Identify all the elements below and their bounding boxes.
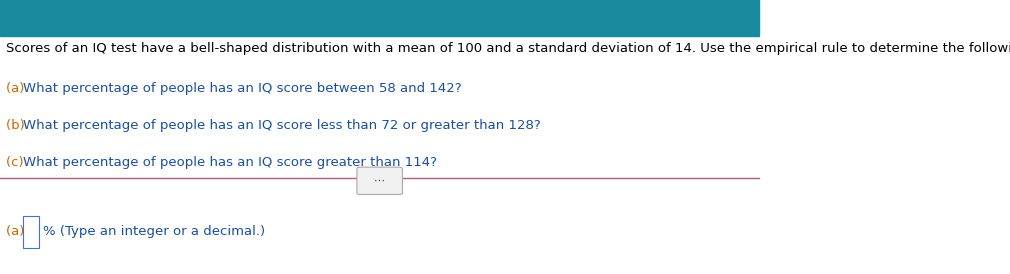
FancyBboxPatch shape xyxy=(23,216,39,248)
Text: (b): (b) xyxy=(6,119,29,132)
Text: What percentage of people has an IQ score greater than 114?: What percentage of people has an IQ scor… xyxy=(23,156,436,169)
Text: (a): (a) xyxy=(6,82,28,95)
Text: Scores of an IQ test have a bell-shaped distribution with a mean of 100 and a st: Scores of an IQ test have a bell-shaped … xyxy=(6,42,1010,55)
Text: (a): (a) xyxy=(6,225,28,238)
FancyBboxPatch shape xyxy=(357,167,402,195)
Text: What percentage of people has an IQ score between 58 and 142?: What percentage of people has an IQ scor… xyxy=(23,82,462,95)
Text: ⋯: ⋯ xyxy=(374,176,385,186)
Text: (c): (c) xyxy=(6,156,28,169)
Text: What percentage of people has an IQ score less than 72 or greater than 128?: What percentage of people has an IQ scor… xyxy=(23,119,540,132)
Bar xyxy=(0,0,760,36)
Text: % (Type an integer or a decimal.): % (Type an integer or a decimal.) xyxy=(43,225,266,238)
